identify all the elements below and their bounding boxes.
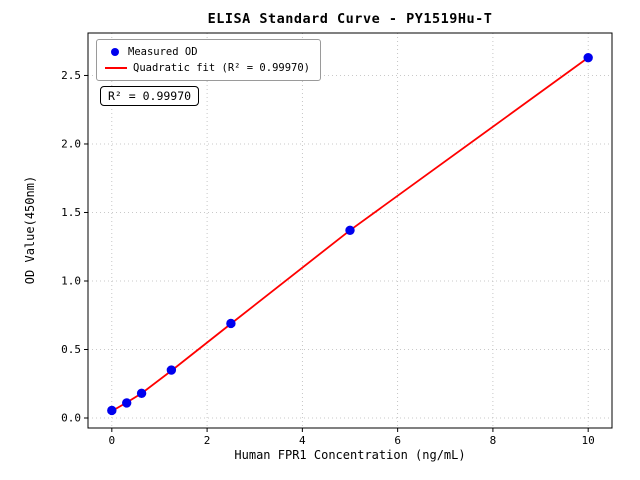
- x-tick-label: 6: [394, 434, 401, 447]
- y-tick-label: 2.0: [61, 137, 81, 150]
- x-tick-label: 4: [299, 434, 306, 447]
- y-tick-label: 1.0: [61, 274, 81, 287]
- data-point: [345, 225, 355, 235]
- x-tick-label: 10: [582, 434, 595, 447]
- x-tick-label: 8: [490, 434, 497, 447]
- legend-label-quadratic-fit: Quadratic fit (R² = 0.99970): [133, 62, 311, 74]
- y-tick-label: 2.5: [61, 69, 81, 82]
- legend-item-quadratic-fit: Quadratic fit (R² = 0.99970): [105, 60, 310, 76]
- data-point: [122, 398, 132, 408]
- y-tick-label: 0.0: [61, 411, 81, 424]
- scatter-point-icon: [111, 48, 119, 56]
- r-squared-annotation: R² = 0.99970: [100, 86, 200, 106]
- y-tick-label: 1.5: [61, 206, 81, 219]
- data-point: [226, 318, 236, 329]
- data-point: [166, 365, 177, 375]
- legend: Measured OD Quadratic fit (R² = 0.99970): [96, 39, 322, 81]
- data-point: [136, 388, 147, 399]
- legend-label-measured-od: Measured OD: [128, 46, 198, 58]
- x-axis-label: Human FPR1 Concentration (ng/mL): [234, 448, 466, 462]
- x-tick-label: 2: [204, 434, 211, 447]
- y-tick-label: 0.5: [61, 343, 81, 356]
- chart-title: ELISA Standard Curve - PY1519Hu-T: [207, 11, 493, 27]
- data-point: [107, 405, 117, 416]
- x-tick-label: 0: [109, 434, 116, 447]
- y-axis-label: OD Value(450nm): [23, 175, 37, 285]
- legend-item-measured-od: Measured OD: [105, 44, 310, 60]
- fit-line-icon: [105, 67, 127, 69]
- axes-spines: [87, 32, 613, 429]
- data-point: [583, 52, 593, 63]
